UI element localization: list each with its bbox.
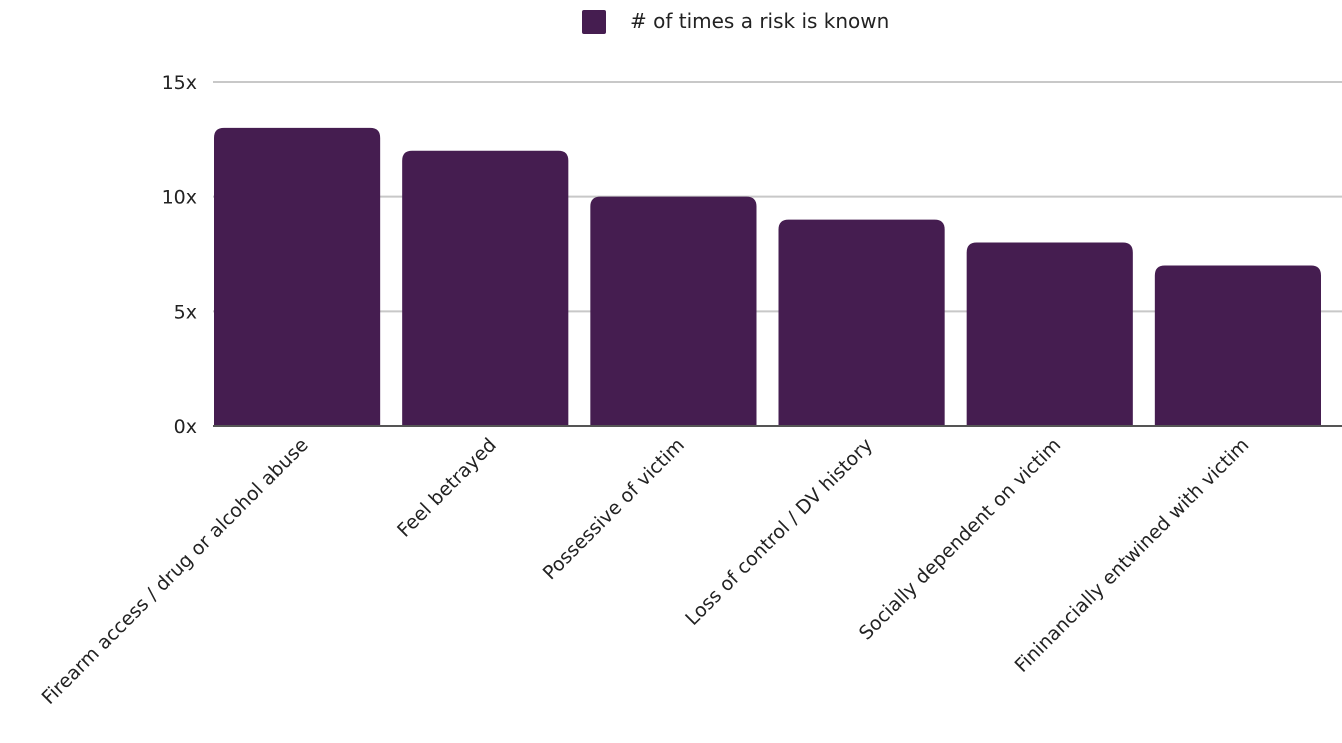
legend: # of times a risk is known <box>582 9 889 34</box>
x-category-label: Fininancially entwined with victim <box>1011 434 1254 677</box>
y-tick-label: 5x <box>174 301 197 323</box>
y-axis-tick-labels: 0x 5x 10x 15x <box>162 72 197 438</box>
y-tick-label: 15x <box>162 72 197 94</box>
x-axis-category-labels: Firearm access / drug or alcohol abuse Fe… <box>38 434 1254 709</box>
bar <box>966 242 1133 426</box>
y-tick-label: 0x <box>174 416 197 438</box>
x-category-label: Possessive of victim <box>539 434 689 584</box>
bar <box>1154 265 1321 426</box>
bars <box>214 127 1321 427</box>
bar <box>778 219 945 426</box>
bar <box>214 127 381 426</box>
gridlines <box>213 81 1342 313</box>
x-category-label: Feel betrayed <box>393 434 501 542</box>
bar <box>590 196 757 426</box>
legend-swatch <box>582 10 606 34</box>
legend-label: # of times a risk is known <box>630 9 889 33</box>
x-category-label: Loss of control / DV history <box>681 434 877 630</box>
x-category-label: Firearm access / drug or alcohol abuse <box>38 434 313 709</box>
x-category-label: Socially dependent on victim <box>855 434 1065 644</box>
bar <box>402 150 569 427</box>
y-tick-label: 10x <box>162 187 197 209</box>
